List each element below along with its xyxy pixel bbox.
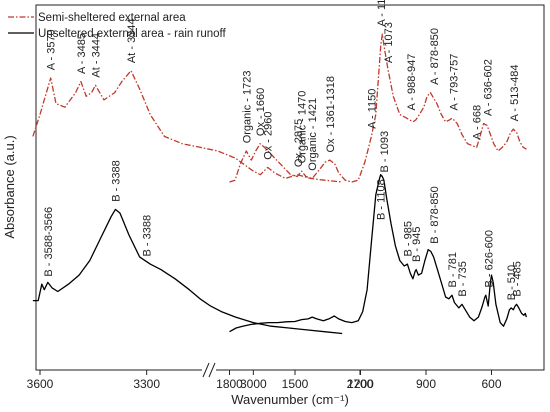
series-line-0-segment-0 — [32, 70, 343, 183]
y-axis-title: Absorbance (a.u.) — [2, 135, 17, 238]
band-label: B - 3388 — [142, 215, 154, 257]
band-label: B - 878-850 — [429, 186, 441, 243]
series-line-1-segment-1 — [229, 174, 528, 333]
band-label: A - 668 — [472, 105, 484, 140]
band-label: Ox - 2875 — [293, 119, 305, 167]
band-label: B - 945 — [411, 227, 423, 262]
legend-label-semi-sheltered: Semi-sheltered external area — [38, 12, 186, 24]
band-label: A - 878-850 — [429, 28, 441, 85]
band-label: Organic - 1470 — [297, 91, 309, 164]
x-axis-ticks: 3600 3300 3000 2700 1800 1500 1200 900 600 — [27, 370, 502, 391]
band-label: A - 988-947 — [406, 54, 418, 111]
x-tick-label: 900 — [416, 377, 436, 391]
band-label: B - 985 — [402, 221, 414, 256]
band-label: A - 513-484 — [509, 65, 521, 122]
band-label: A - 3485 — [76, 33, 88, 74]
legend-label-unsheltered: Unseltered external area - rain runoff — [38, 28, 227, 40]
legend: Semi-sheltered external area Unseltered … — [8, 12, 227, 40]
x-tick-label: 2700 — [347, 377, 374, 391]
x-tick-label: 3000 — [240, 377, 267, 391]
band-label: At - 3444 — [91, 33, 103, 78]
band-label: B - 3588-3566 — [43, 207, 55, 277]
x-tick-label: 1200 — [347, 377, 374, 391]
x-tick-label: 3600 — [27, 377, 54, 391]
band-label: B - 485 — [512, 261, 524, 296]
band-label: B - 781 — [447, 252, 459, 287]
band-label: A - 3570 — [46, 29, 58, 70]
band-label: Ox - 1660 — [255, 88, 267, 136]
plot-frame — [35, 4, 545, 371]
x-tick-label: 1800 — [216, 377, 243, 391]
band-label: Organic - 1723 — [241, 71, 253, 144]
band-label: B - 1093 — [379, 131, 391, 173]
band-label: B - 3388 — [110, 160, 122, 202]
band-label: B - 510 — [506, 265, 518, 300]
band-label: At - 3344 — [126, 18, 138, 63]
band-label: A - 793-757 — [448, 54, 460, 111]
band-label: Ox - 1361-1318 — [325, 76, 337, 152]
band-label: B - 1108 — [376, 179, 388, 220]
band-label: A - 1150 — [366, 89, 378, 129]
x-tick-label: 600 — [481, 377, 501, 391]
band-label: A - 636-602 — [482, 59, 494, 116]
band-label: A - 1073 — [383, 22, 395, 63]
x-tick-label: 1500 — [282, 377, 309, 391]
x-axis-title: Wavenumber (cm⁻¹) — [231, 392, 349, 407]
x-tick-label: 3300 — [133, 377, 160, 391]
axis-break-mark — [202, 362, 216, 378]
band-label: Organic - 1421 — [307, 98, 319, 171]
series-layer — [32, 33, 528, 335]
band-label: B - 626-600 — [484, 230, 496, 287]
annotation-layer: A - 3570 A - 3485 At - 3444 At - 3344 Ox - 2… — [43, 0, 523, 300]
band-label: B - 735 — [457, 261, 469, 296]
band-label: Ox - 2960 — [263, 111, 275, 159]
series-line-1-segment-0 — [32, 208, 343, 335]
band-label: A - 1107 — [376, 0, 388, 27]
